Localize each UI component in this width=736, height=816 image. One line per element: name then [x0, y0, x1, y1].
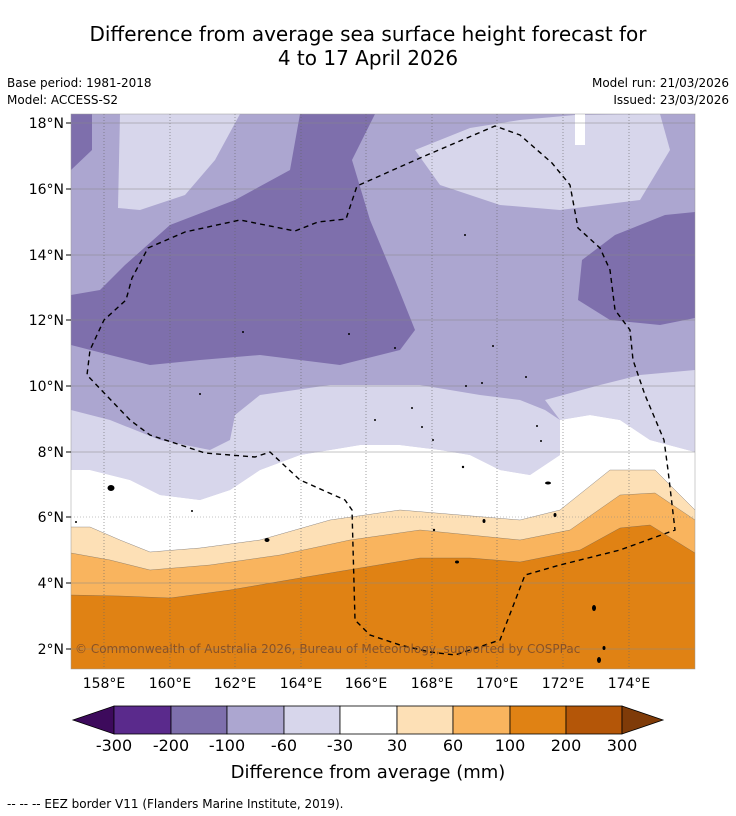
issued-date: Issued: 23/03/2026 [613, 93, 729, 107]
colorbar-tick-8: 200 [551, 736, 582, 755]
colorbar-tick-6: 60 [443, 736, 463, 755]
lon-label-160: 160°E [149, 676, 192, 692]
colorbar-segment-6 [396, 705, 454, 735]
colorbar-segment-3 [226, 705, 285, 735]
lon-label-170: 170°E [476, 676, 519, 692]
colorbar-tick-5: 30 [387, 736, 407, 755]
lat-label-10: 10°N [29, 379, 64, 395]
colorbar-tick-7: 100 [495, 736, 526, 755]
map-title-line1: Difference from average sea surface heig… [89, 22, 647, 46]
lon-label-174: 174°E [608, 676, 651, 692]
colorbar-segment-5 [339, 705, 398, 735]
colorbar-tick-9: 300 [607, 736, 638, 755]
lat-gridlines [71, 122, 695, 650]
map-title: Difference from average sea surface heig… [0, 22, 736, 70]
colorbar-segment-1 [113, 705, 172, 735]
meta-right: Model run: 21/03/2026 Issued: 23/03/2026 [592, 75, 729, 109]
colorbar-segment-4 [283, 705, 341, 735]
colorbar-segment-7 [452, 705, 511, 735]
lon-label-162: 162°E [214, 676, 257, 692]
lon-label-172: 172°E [542, 676, 585, 692]
lon-label-158: 158°E [83, 676, 126, 692]
lat-label-4: 4°N [38, 576, 64, 592]
colorbar-max-arrow [621, 705, 665, 735]
colorbar-segment-9 [565, 705, 623, 735]
colorbar-segment-8 [509, 705, 567, 735]
lat-label-12: 12°N [29, 313, 64, 329]
colorbar-min-arrow [71, 705, 115, 735]
lat-label-2: 2°N [38, 642, 64, 658]
lat-label-6: 6°N [38, 510, 64, 526]
colorbar [71, 705, 665, 735]
colorbar-tick-3: -60 [271, 736, 297, 755]
lat-label-16: 16°N [29, 182, 64, 198]
map-title-line2: 4 to 17 April 2026 [277, 46, 459, 70]
lon-label-164: 164°E [280, 676, 323, 692]
colorbar-tick-0: -300 [96, 736, 132, 755]
lat-label-18: 18°N [29, 116, 64, 132]
model-name: Model: ACCESS-S2 [7, 93, 119, 107]
meta-left: Base period: 1981-2018 Model: ACCESS-S2 [7, 75, 152, 109]
lon-label-166: 166°E [345, 676, 388, 692]
lon-gridlines [103, 114, 630, 669]
lon-label-168: 168°E [411, 676, 454, 692]
base-period: Base period: 1981-2018 [7, 76, 152, 90]
colorbar-tick-1: -200 [153, 736, 189, 755]
eez-border [86, 125, 676, 656]
lat-label-8: 8°N [38, 445, 64, 461]
model-run: Model run: 21/03/2026 [591, 76, 729, 90]
map-fields [71, 114, 695, 669]
eez-footnote: -- -- -- EEZ border V11 (Flanders Marine… [7, 797, 344, 811]
copyright-notice: © Commonwealth of Australia 2026, Bureau… [75, 642, 580, 656]
colorbar-tick-4: -30 [327, 736, 353, 755]
colorbar-tick-2: -100 [209, 736, 245, 755]
islands [75, 234, 606, 663]
colorbar-title: Difference from average (mm) [231, 762, 506, 783]
colorbar-segment-2 [170, 705, 228, 735]
lat-label-14: 14°N [29, 248, 64, 264]
